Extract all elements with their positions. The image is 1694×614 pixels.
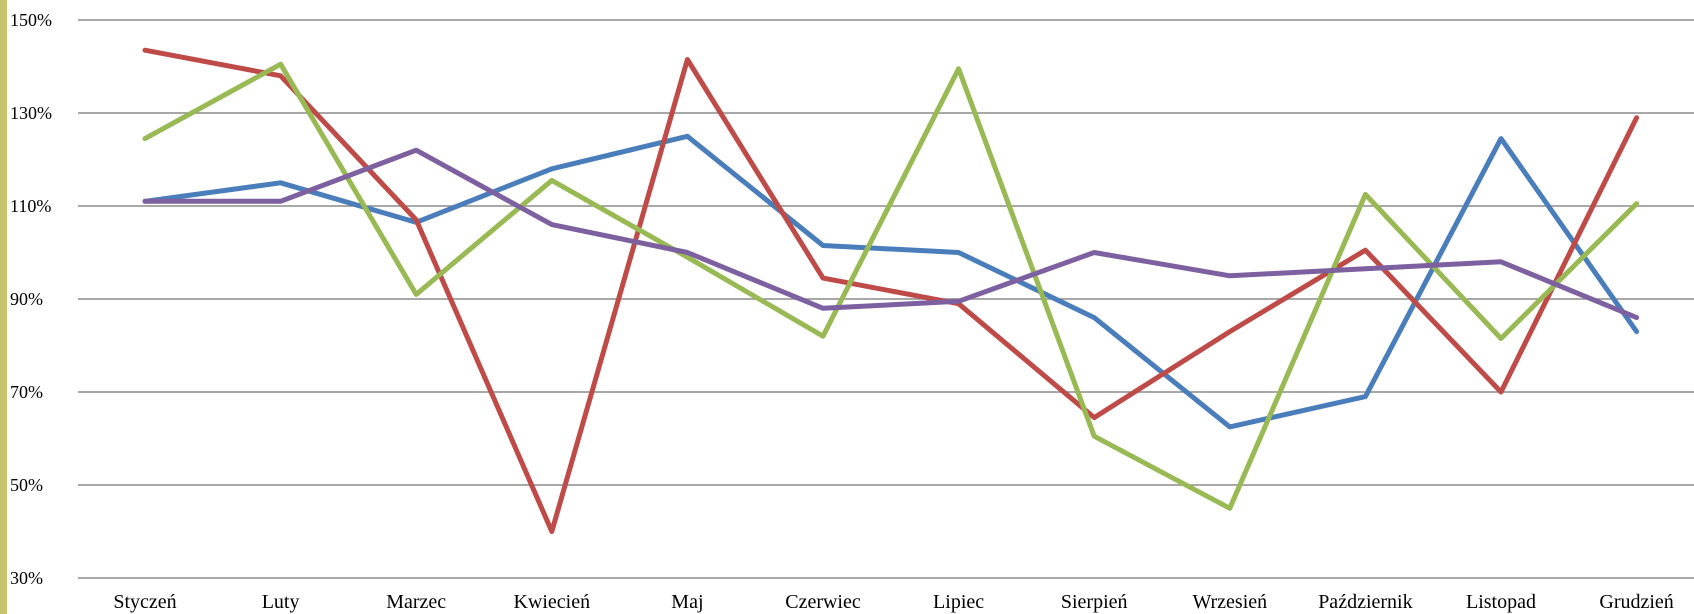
y-tick-label: 30% — [10, 568, 43, 588]
series-line-3 — [142, 61, 1640, 511]
gridlines — [78, 19, 1694, 579]
y-tick-label: 110% — [10, 196, 51, 216]
x-tick-label: Maj — [671, 591, 703, 613]
x-tick-label: Czerwiec — [785, 591, 861, 613]
x-tick-label: Październik — [1318, 591, 1412, 613]
y-tick-label: 130% — [10, 103, 52, 123]
x-tick-label: Wrzesień — [1192, 591, 1267, 613]
x-axis-ticks: Styczeń Luty Marzec Kwiecień Maj Czerwiec Lipi… — [113, 591, 1673, 613]
y-tick-label: 90% — [10, 289, 43, 309]
y-axis-ticks: 30% 50% 70% 90% 110% 130% 150% — [10, 10, 52, 588]
x-tick-label: Marzec — [386, 591, 446, 613]
y-tick-label: 150% — [10, 10, 52, 30]
series-lines — [142, 47, 1640, 534]
x-tick-label: Lipiec — [933, 591, 984, 613]
series-line-2 — [142, 47, 1640, 534]
y-tick-label: 50% — [10, 475, 43, 495]
series-line-1 — [142, 133, 1640, 430]
x-tick-label: Listopad — [1466, 591, 1536, 613]
x-tick-label: Grudzień — [1599, 591, 1673, 613]
x-tick-label: Luty — [262, 591, 300, 613]
series-line-4 — [142, 147, 1640, 321]
x-tick-label: Sierpień — [1061, 591, 1128, 613]
x-tick-label: Styczeń — [113, 591, 176, 613]
y-tick-label: 70% — [10, 382, 43, 402]
x-tick-label: Kwiecień — [513, 591, 590, 613]
left-accent-bar — [0, 0, 7, 614]
